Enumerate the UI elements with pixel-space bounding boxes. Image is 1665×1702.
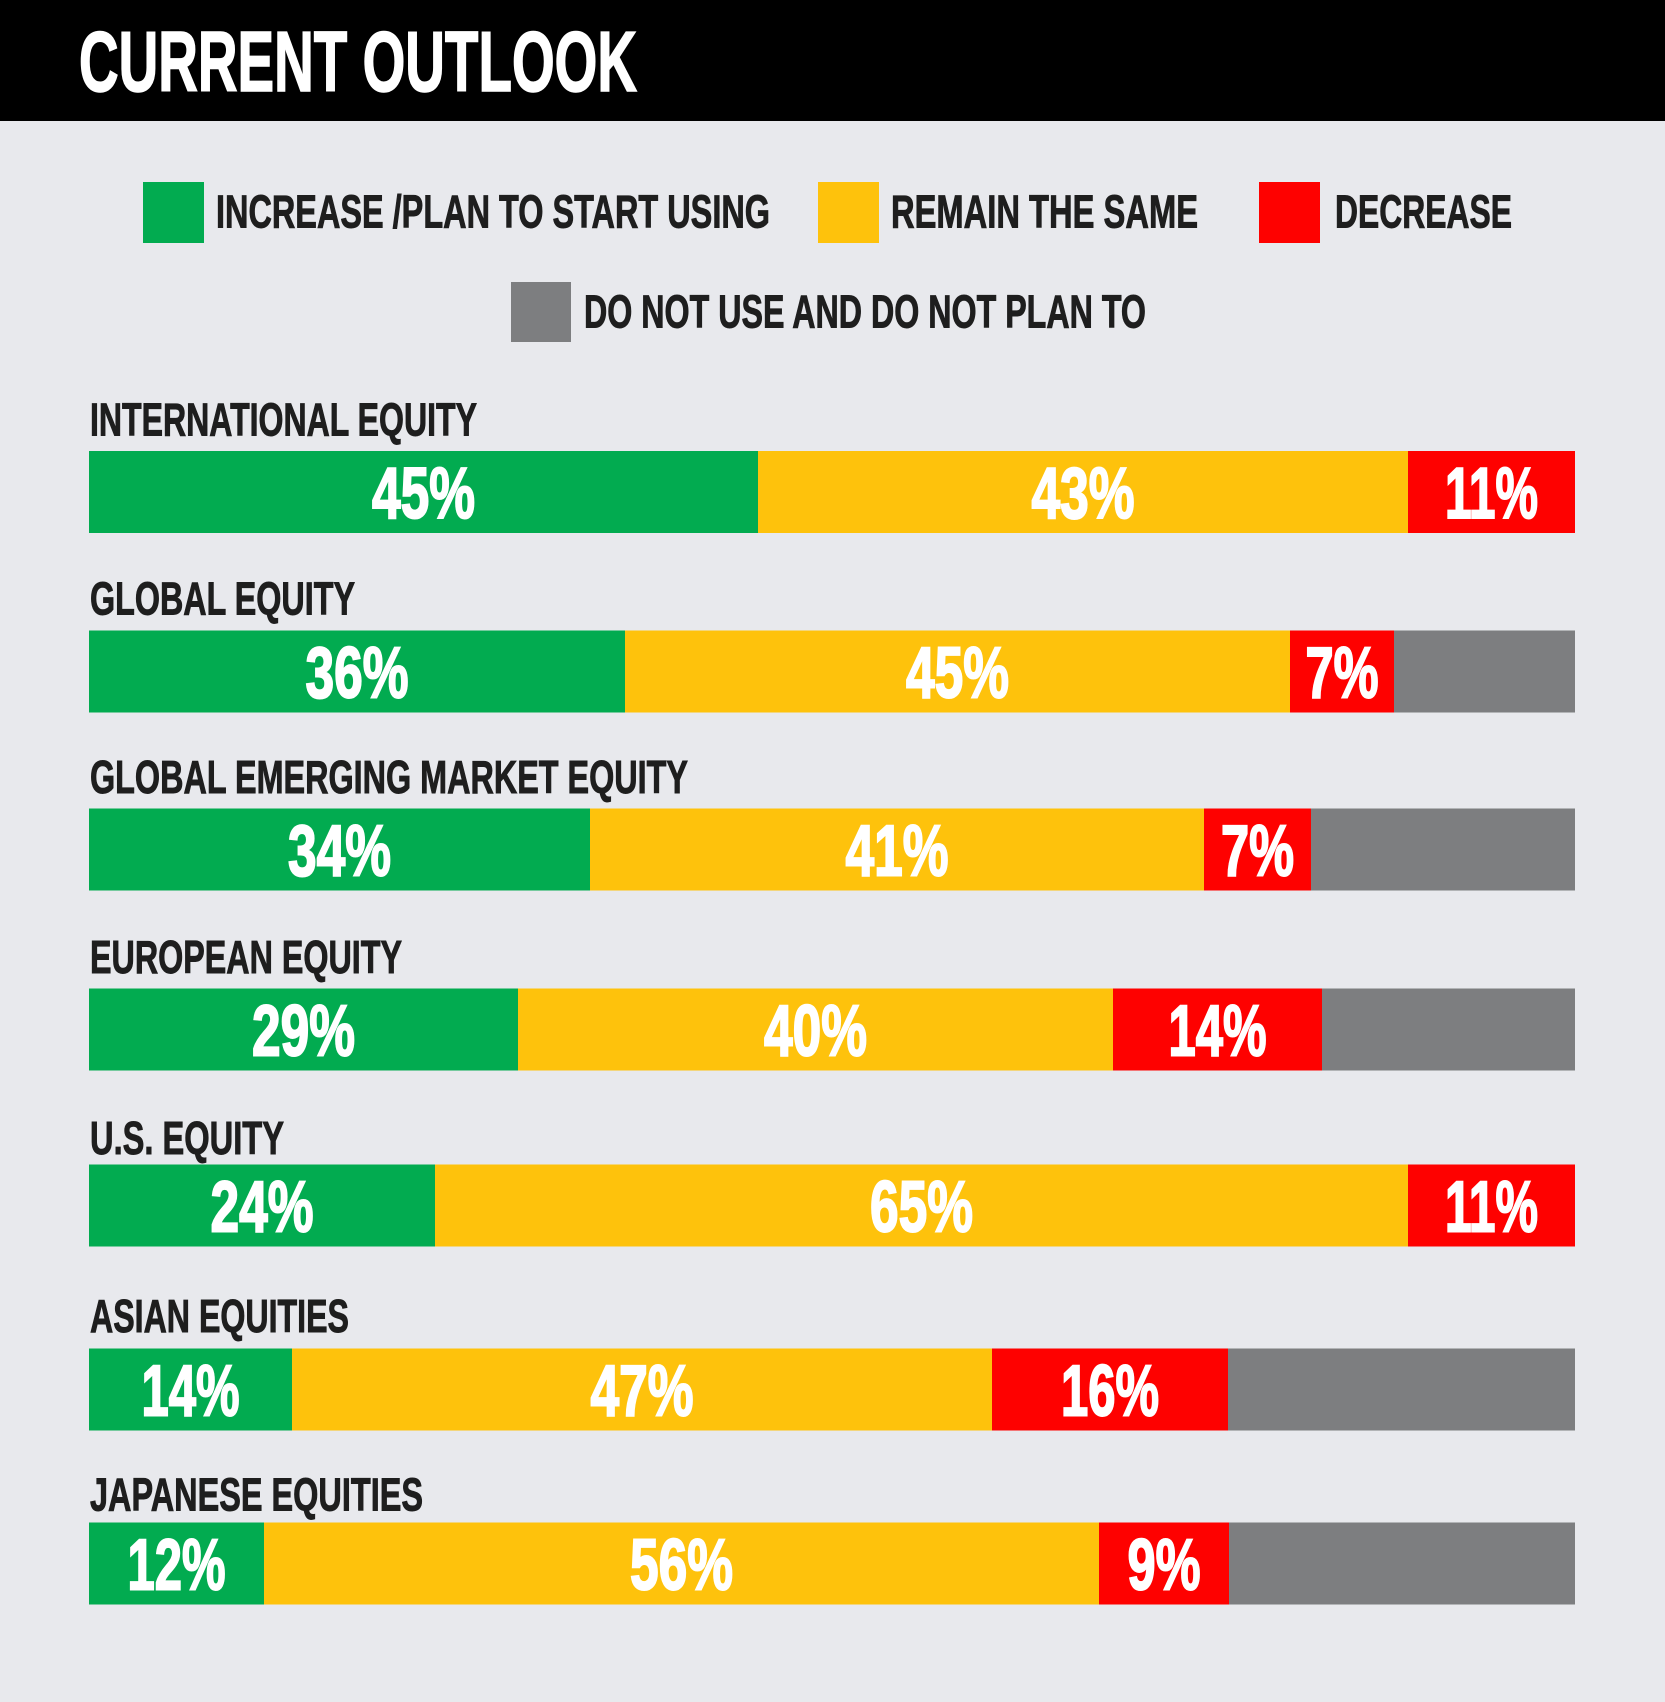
svg-text:11%: 11% (1445, 454, 1538, 534)
svg-text:47%: 47% (591, 1352, 694, 1432)
svg-text:24%: 24% (211, 1168, 314, 1248)
svg-text:DECREASE: DECREASE (1335, 186, 1512, 238)
svg-text:7%: 7% (1221, 812, 1294, 892)
svg-text:REMAIN THE SAME: REMAIN THE SAME (891, 186, 1198, 238)
svg-text:9%: 9% (1128, 1526, 1201, 1606)
svg-text:45%: 45% (906, 634, 1009, 714)
svg-text:34%: 34% (288, 812, 391, 892)
svg-text:GLOBAL EMERGING MARKET EQUITY: GLOBAL EMERGING MARKET EQUITY (90, 751, 688, 803)
svg-text:CURRENT OUTLOOK: CURRENT OUTLOOK (79, 15, 637, 110)
svg-text:14%: 14% (142, 1352, 240, 1432)
svg-text:40%: 40% (764, 992, 867, 1072)
svg-text:43%: 43% (1032, 454, 1135, 534)
svg-text:16%: 16% (1061, 1352, 1159, 1432)
svg-text:ASIAN EQUITIES: ASIAN EQUITIES (90, 1290, 349, 1342)
svg-text:56%: 56% (630, 1526, 733, 1606)
svg-text:65%: 65% (870, 1168, 973, 1248)
svg-text:7%: 7% (1306, 634, 1379, 714)
svg-text:DO NOT USE AND DO NOT PLAN TO: DO NOT USE AND DO NOT PLAN TO (584, 286, 1146, 338)
svg-text:36%: 36% (306, 634, 409, 714)
svg-text:INTERNATIONAL EQUITY: INTERNATIONAL EQUITY (90, 394, 477, 446)
svg-text:11%: 11% (1445, 1168, 1538, 1248)
svg-text:41%: 41% (846, 812, 949, 892)
svg-text:EUROPEAN EQUITY: EUROPEAN EQUITY (90, 931, 402, 983)
svg-text:JAPANESE EQUITIES: JAPANESE EQUITIES (90, 1469, 423, 1521)
svg-text:12%: 12% (128, 1526, 226, 1606)
svg-text:INCREASE /PLAN TO START USING: INCREASE /PLAN TO START USING (216, 186, 770, 238)
svg-text:14%: 14% (1169, 992, 1267, 1072)
svg-text:U.S. EQUITY: U.S. EQUITY (90, 1112, 284, 1164)
svg-text:29%: 29% (252, 992, 355, 1072)
svg-text:GLOBAL EQUITY: GLOBAL EQUITY (90, 573, 355, 625)
svg-text:45%: 45% (372, 454, 475, 534)
